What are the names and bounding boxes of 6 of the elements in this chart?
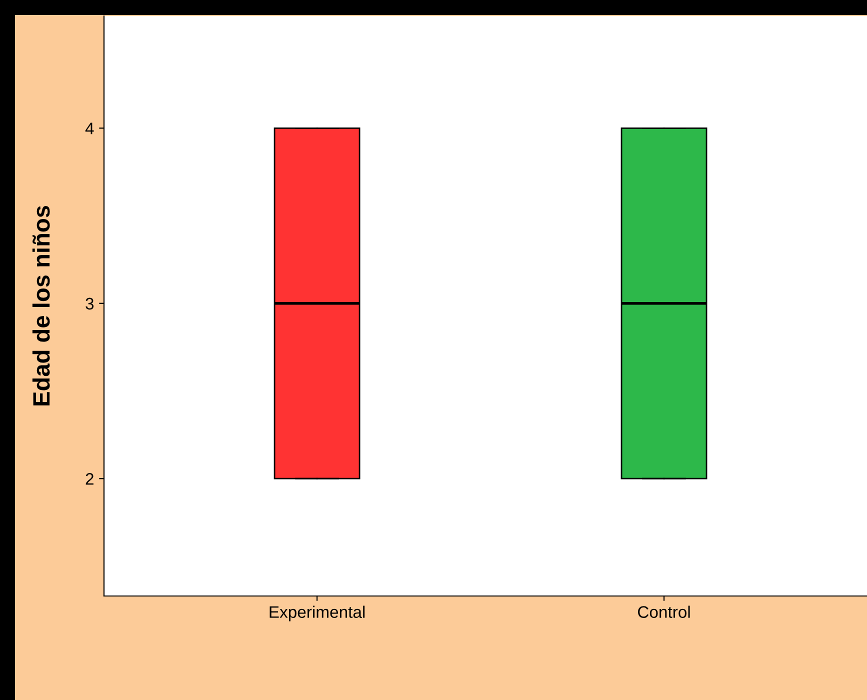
y-tick-label: 2 — [86, 473, 94, 485]
x-tick-label: Experimental — [270, 606, 365, 622]
y-tick-label: 3 — [86, 298, 94, 310]
x-tick-label: Control — [638, 606, 690, 618]
y-tick-label: 4 — [85, 122, 94, 134]
y-axis-title: Edad de los niños — [32, 206, 50, 406]
